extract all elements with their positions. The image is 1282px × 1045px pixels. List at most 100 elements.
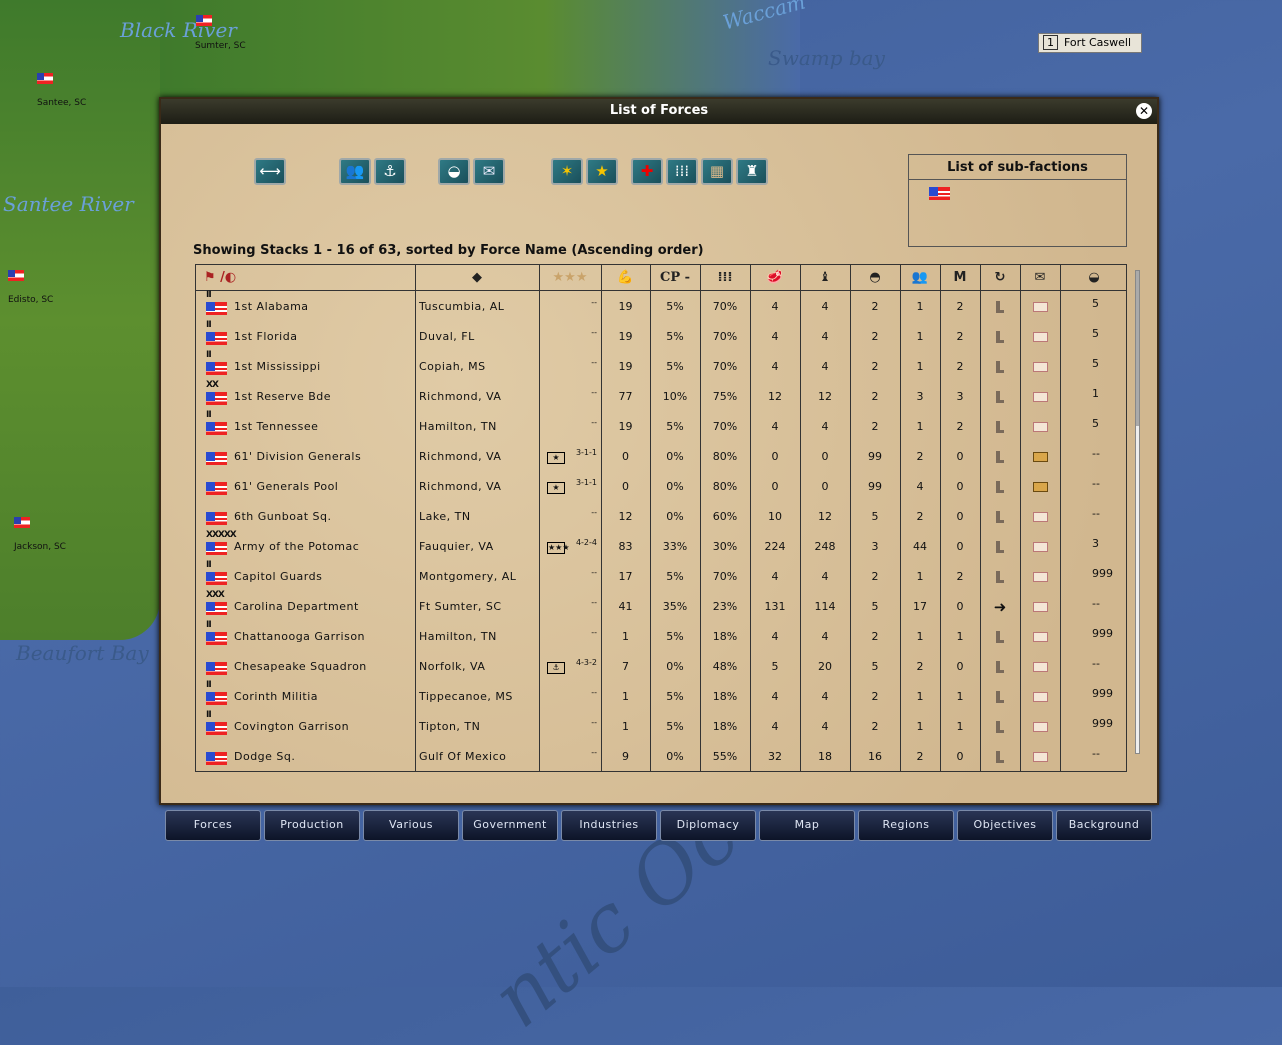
mail-icon[interactable] bbox=[1020, 592, 1060, 622]
no-leader-star-icon[interactable]: ✶ bbox=[551, 158, 583, 185]
force-name[interactable]: 1st Florida bbox=[234, 330, 298, 343]
mail-icon[interactable] bbox=[1020, 292, 1060, 322]
formation-header[interactable]: ⁞⁞⁞ bbox=[717, 270, 733, 285]
mail-icon[interactable]: ✉ bbox=[473, 158, 505, 185]
flag-helmet-sort-header[interactable]: ⚑ /◐ bbox=[204, 270, 237, 285]
table-row[interactable]: II 1st Mississippi Copiah, MS -- 19 5% 70% 4 4 2 1… bbox=[196, 350, 1126, 382]
mail-icon[interactable] bbox=[1020, 412, 1060, 442]
table-row[interactable]: II Corinth Militia Tippecanoe, MS -- 1 5% 18% 4… bbox=[196, 680, 1126, 712]
force-location[interactable]: Norfolk, VA bbox=[419, 660, 486, 673]
force-location[interactable]: Fauquier, VA bbox=[419, 540, 494, 553]
scrollbar-thumb[interactable] bbox=[1136, 271, 1139, 426]
force-name[interactable]: 1st Tennessee bbox=[234, 420, 319, 433]
tab-map[interactable]: Map bbox=[759, 810, 855, 841]
boot-icon[interactable] bbox=[980, 562, 1020, 592]
table-row[interactable]: XXX Carolina Department Ft Sumter, SC -- 41 3… bbox=[196, 590, 1126, 622]
tab-industries[interactable]: Industries bbox=[561, 810, 657, 841]
confederate-flag-icon[interactable] bbox=[929, 187, 950, 200]
mail-icon[interactable] bbox=[1020, 682, 1060, 712]
force-location[interactable]: Lake, TN bbox=[419, 510, 471, 523]
force-name[interactable]: Covington Garrison bbox=[234, 720, 350, 733]
mail-icon[interactable] bbox=[1020, 562, 1060, 592]
supply-wagon-header[interactable]: ◒ bbox=[1088, 270, 1100, 285]
mail-icon[interactable] bbox=[1020, 352, 1060, 382]
ammo-header[interactable]: ♝ bbox=[819, 270, 831, 285]
boot-icon[interactable] bbox=[980, 502, 1020, 532]
table-row[interactable]: II 1st Tennessee Hamilton, TN -- 19 5% 70% 4 4 2 1… bbox=[196, 410, 1126, 442]
supply-crates-icon[interactable]: ▦ bbox=[701, 158, 733, 185]
close-icon[interactable]: ✕ bbox=[1136, 103, 1152, 119]
map-flag-icon[interactable] bbox=[37, 73, 53, 84]
table-row[interactable]: 6th Gunboat Sq. Lake, TN -- 12 0% 60% 10 12 5 2 0 -… bbox=[196, 502, 1126, 532]
table-row[interactable]: XX 1st Reserve Bde Richmond, VA -- 77 10% 75% 1… bbox=[196, 380, 1126, 412]
leader-star-icon[interactable]: ★ bbox=[586, 158, 618, 185]
tab-background[interactable]: Background bbox=[1056, 810, 1152, 841]
leader-stars-header[interactable]: ★★★ bbox=[552, 270, 588, 285]
force-location[interactable]: Hamilton, TN bbox=[419, 420, 497, 433]
tab-diplomacy[interactable]: Diplomacy bbox=[660, 810, 756, 841]
artillery-stack-icon[interactable]: ♜ bbox=[736, 158, 768, 185]
mail-icon[interactable] bbox=[1020, 622, 1060, 652]
fort-caswell-label[interactable]: 1 Fort Caswell bbox=[1038, 33, 1142, 53]
force-location[interactable]: Montgomery, AL bbox=[419, 570, 517, 583]
force-name[interactable]: Chattanooga Garrison bbox=[234, 630, 366, 643]
map-flag-icon[interactable] bbox=[14, 517, 30, 528]
mail-icon[interactable] bbox=[1020, 652, 1060, 682]
tab-regions[interactable]: Regions bbox=[858, 810, 954, 841]
tab-forces[interactable]: Forces bbox=[165, 810, 261, 841]
table-row[interactable]: II Chattanooga Garrison Hamilton, TN -- 1 5% 1… bbox=[196, 620, 1126, 652]
boot-icon[interactable] bbox=[980, 712, 1020, 742]
force-location[interactable]: Richmond, VA bbox=[419, 390, 502, 403]
force-location[interactable]: Tuscumbia, AL bbox=[419, 300, 505, 313]
order-arrow-header[interactable]: ↻ bbox=[994, 270, 1006, 285]
mail-icon[interactable] bbox=[1020, 322, 1060, 352]
boot-icon[interactable] bbox=[980, 322, 1020, 352]
table-row[interactable]: 61' Division Generals Richmond, VA ★ 3-1-1 0… bbox=[196, 442, 1126, 472]
table-row[interactable]: II Covington Garrison Tipton, TN -- 1 5% 18% 4 4… bbox=[196, 710, 1126, 742]
force-name[interactable]: Capitol Guards bbox=[234, 570, 323, 583]
force-location[interactable]: Ft Sumter, SC bbox=[419, 600, 502, 613]
force-name[interactable]: Chesapeake Squadron bbox=[234, 660, 367, 673]
cohesion-gauge-header[interactable]: ◓ bbox=[869, 270, 881, 285]
force-location[interactable]: Gulf Of Mexico bbox=[419, 750, 507, 763]
tab-production[interactable]: Production bbox=[264, 810, 360, 841]
tab-various[interactable]: Various bbox=[363, 810, 459, 841]
force-name[interactable]: Army of the Potomac bbox=[234, 540, 360, 553]
anchor-icon[interactable]: ⚓ bbox=[374, 158, 406, 185]
boot-icon[interactable] bbox=[980, 382, 1020, 412]
boot-icon[interactable] bbox=[980, 412, 1020, 442]
boot-icon[interactable] bbox=[980, 652, 1020, 682]
force-name[interactable]: 61' Generals Pool bbox=[234, 480, 339, 493]
tab-objectives[interactable]: Objectives bbox=[957, 810, 1053, 841]
mail-header[interactable]: ✉ bbox=[1034, 270, 1046, 285]
window-titlebar[interactable]: List of Forces ✕ bbox=[161, 99, 1157, 124]
land-units-icon[interactable]: 👥 bbox=[339, 158, 371, 185]
map-flag-icon[interactable] bbox=[196, 15, 212, 26]
units-header[interactable]: 👥 bbox=[911, 270, 929, 285]
boot-icon[interactable] bbox=[980, 292, 1020, 322]
boot-icon[interactable] bbox=[980, 742, 1020, 772]
force-location[interactable]: Richmond, VA bbox=[419, 480, 502, 493]
mail-icon[interactable] bbox=[1020, 532, 1060, 562]
mail-icon[interactable] bbox=[1020, 442, 1060, 472]
mail-icon[interactable] bbox=[1020, 382, 1060, 412]
supply-header[interactable]: 🥩 bbox=[766, 270, 784, 285]
cp-header[interactable]: CP - bbox=[659, 270, 691, 285]
tab-government[interactable]: Government bbox=[462, 810, 558, 841]
location-sort-header[interactable]: ◆ bbox=[472, 270, 482, 285]
force-name[interactable]: 1st Reserve Bde bbox=[234, 390, 332, 403]
force-location[interactable]: Copiah, MS bbox=[419, 360, 486, 373]
force-name[interactable]: Carolina Department bbox=[234, 600, 359, 613]
order-arrow-icon[interactable]: ➜ bbox=[993, 598, 1007, 616]
force-name[interactable]: 61' Division Generals bbox=[234, 450, 362, 463]
force-name[interactable]: 6th Gunboat Sq. bbox=[234, 510, 332, 523]
force-location[interactable]: Tippecanoe, MS bbox=[419, 690, 513, 703]
boot-icon[interactable] bbox=[980, 622, 1020, 652]
force-location[interactable]: Hamilton, TN bbox=[419, 630, 497, 643]
force-name[interactable]: 1st Alabama bbox=[234, 300, 309, 313]
table-row[interactable]: II 1st Florida Duval, FL -- 19 5% 70% 4 4 2 1 2 5 bbox=[196, 320, 1126, 352]
boot-icon[interactable] bbox=[980, 532, 1020, 562]
mail-icon[interactable] bbox=[1020, 742, 1060, 772]
table-row[interactable]: Chesapeake Squadron Norfolk, VA ⚓ 4-3-2 7 0% 4… bbox=[196, 652, 1126, 682]
force-location[interactable]: Tipton, TN bbox=[419, 720, 481, 733]
